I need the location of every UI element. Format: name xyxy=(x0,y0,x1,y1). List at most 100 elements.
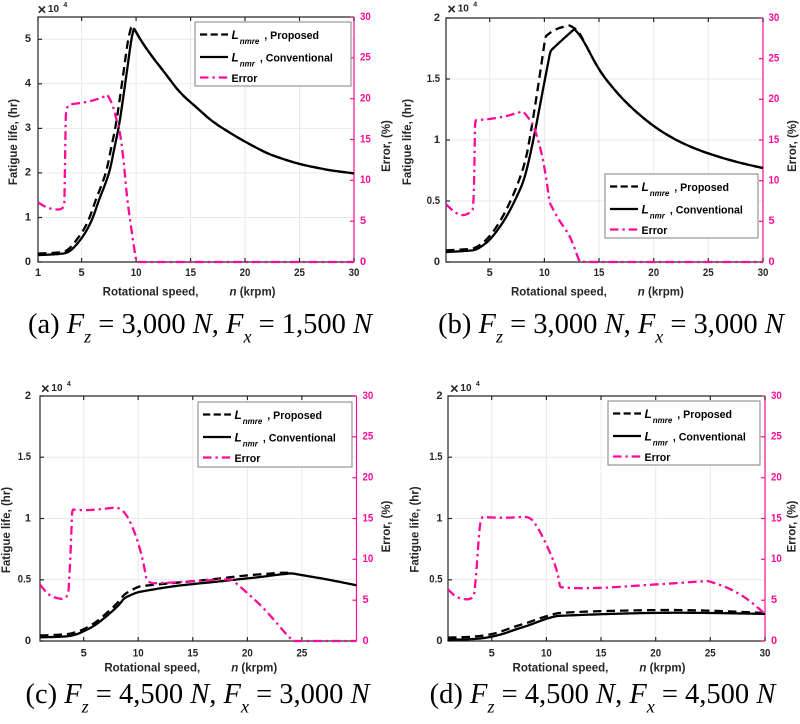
svg-text:5: 5 xyxy=(25,33,31,45)
svg-text:15: 15 xyxy=(769,134,780,146)
svg-text:25: 25 xyxy=(363,431,374,443)
svg-text:15: 15 xyxy=(771,512,782,524)
svg-text:Lnmr, Conventional: Lnmr, Conventional xyxy=(645,430,746,448)
svg-text:25: 25 xyxy=(769,53,780,65)
svg-text:15: 15 xyxy=(594,267,605,279)
svg-text:2: 2 xyxy=(434,12,440,24)
svg-text:Lnmr, Conventional: Lnmr, Conventional xyxy=(642,203,743,221)
svg-text:Fatigue life, (hr): Fatigue life, (hr) xyxy=(402,99,414,185)
svg-text:0.5: 0.5 xyxy=(18,574,31,586)
svg-text:10: 10 xyxy=(539,267,550,279)
svg-text:×: × xyxy=(447,2,455,18)
svg-text:4: 4 xyxy=(67,381,71,388)
svg-text:5: 5 xyxy=(487,267,493,279)
svg-text:20: 20 xyxy=(650,648,661,660)
svg-text:2: 2 xyxy=(436,390,442,402)
svg-text:20: 20 xyxy=(769,93,780,105)
svg-text:×: × xyxy=(38,3,46,19)
svg-text:5: 5 xyxy=(489,648,495,660)
svg-text:n (krpm): n (krpm) xyxy=(639,663,685,675)
svg-text:Lnmr, Conventional: Lnmr, Conventional xyxy=(232,51,333,69)
svg-text:Rotational speed,: Rotational speed, xyxy=(513,663,609,675)
svg-text:Rotational speed,: Rotational speed, xyxy=(103,287,199,299)
svg-text:Fatigue life, (hr): Fatigue life, (hr) xyxy=(8,99,20,185)
svg-text:1.5: 1.5 xyxy=(18,451,31,463)
svg-text:30: 30 xyxy=(349,267,360,279)
svg-text:20: 20 xyxy=(360,93,371,105)
svg-text:25: 25 xyxy=(705,648,716,660)
svg-text:30: 30 xyxy=(758,267,769,279)
svg-text:20: 20 xyxy=(242,648,253,660)
svg-text:10: 10 xyxy=(363,553,374,565)
svg-text:25: 25 xyxy=(297,648,308,660)
svg-text:0.5: 0.5 xyxy=(427,195,440,207)
svg-text:25: 25 xyxy=(294,267,305,279)
svg-text:0.5: 0.5 xyxy=(429,574,442,586)
svg-text:1: 1 xyxy=(434,134,440,146)
svg-text:10: 10 xyxy=(541,648,552,660)
svg-text:Error: Error xyxy=(645,452,671,464)
svg-text:10: 10 xyxy=(51,383,63,394)
svg-text:n (krpm): n (krpm) xyxy=(231,663,277,675)
svg-text:5: 5 xyxy=(363,594,369,606)
svg-text:Lnmr, Conventional: Lnmr, Conventional xyxy=(235,431,336,449)
svg-text:0: 0 xyxy=(434,256,440,268)
svg-text:Fatigue life, (hr): Fatigue life, (hr) xyxy=(410,486,422,572)
svg-text:5: 5 xyxy=(769,215,775,227)
svg-text:Lnmre, Proposed: Lnmre, Proposed xyxy=(235,408,323,426)
svg-text:4: 4 xyxy=(476,381,480,388)
svg-text:Fatigue life, (hr): Fatigue life, (hr) xyxy=(1,487,13,573)
svg-text:20: 20 xyxy=(771,472,782,484)
svg-text:Error: Error xyxy=(642,225,668,237)
svg-text:10: 10 xyxy=(360,174,371,186)
svg-text:15: 15 xyxy=(363,512,374,524)
svg-text:0: 0 xyxy=(771,635,777,647)
svg-text:5: 5 xyxy=(79,267,85,279)
svg-text:10: 10 xyxy=(458,4,470,15)
svg-text:Lnmre, Proposed: Lnmre, Proposed xyxy=(232,28,320,46)
svg-text:1: 1 xyxy=(25,512,31,524)
svg-text:Error, (%): Error, (%) xyxy=(787,500,799,552)
svg-text:25: 25 xyxy=(771,431,782,443)
svg-text:n (krpm): n (krpm) xyxy=(230,287,276,299)
svg-text:5: 5 xyxy=(771,594,777,606)
svg-text:5: 5 xyxy=(81,648,87,660)
svg-text:4: 4 xyxy=(63,2,67,9)
svg-text:30: 30 xyxy=(769,12,780,24)
svg-text:30: 30 xyxy=(760,648,771,660)
svg-text:0: 0 xyxy=(363,635,369,647)
svg-text:10: 10 xyxy=(131,267,142,279)
svg-text:Lnmre, Proposed: Lnmre, Proposed xyxy=(645,407,733,425)
svg-text:Rotational speed,: Rotational speed, xyxy=(104,663,200,675)
svg-text:1.5: 1.5 xyxy=(427,73,440,85)
svg-text:Error: Error xyxy=(232,73,258,85)
svg-text:0: 0 xyxy=(25,256,31,268)
svg-text:10: 10 xyxy=(771,553,782,565)
svg-text:2: 2 xyxy=(25,390,31,402)
svg-text:1.5: 1.5 xyxy=(429,451,442,463)
svg-text:Error, (%): Error, (%) xyxy=(787,120,799,172)
svg-text:10: 10 xyxy=(460,383,472,394)
svg-text:15: 15 xyxy=(185,267,196,279)
svg-text:30: 30 xyxy=(360,11,371,23)
svg-text:Error, (%): Error, (%) xyxy=(381,120,393,172)
svg-text:30: 30 xyxy=(771,390,782,402)
svg-text:1: 1 xyxy=(35,267,41,279)
svg-text:3: 3 xyxy=(25,122,31,134)
svg-text:25: 25 xyxy=(703,267,714,279)
svg-text:×: × xyxy=(41,381,49,397)
svg-text:4: 4 xyxy=(25,78,32,90)
svg-text:5: 5 xyxy=(360,215,366,227)
svg-text:n (krpm): n (krpm) xyxy=(638,287,684,299)
svg-text:20: 20 xyxy=(240,267,251,279)
svg-text:10: 10 xyxy=(133,648,144,660)
svg-text:15: 15 xyxy=(596,648,607,660)
svg-text:15: 15 xyxy=(360,133,371,145)
svg-text:20: 20 xyxy=(648,267,659,279)
svg-text:10: 10 xyxy=(48,4,60,15)
svg-text:Rotational speed,: Rotational speed, xyxy=(511,287,607,299)
svg-text:1: 1 xyxy=(25,211,31,223)
svg-text:2: 2 xyxy=(25,167,31,179)
svg-text:×: × xyxy=(450,381,458,397)
svg-text:20: 20 xyxy=(363,472,374,484)
